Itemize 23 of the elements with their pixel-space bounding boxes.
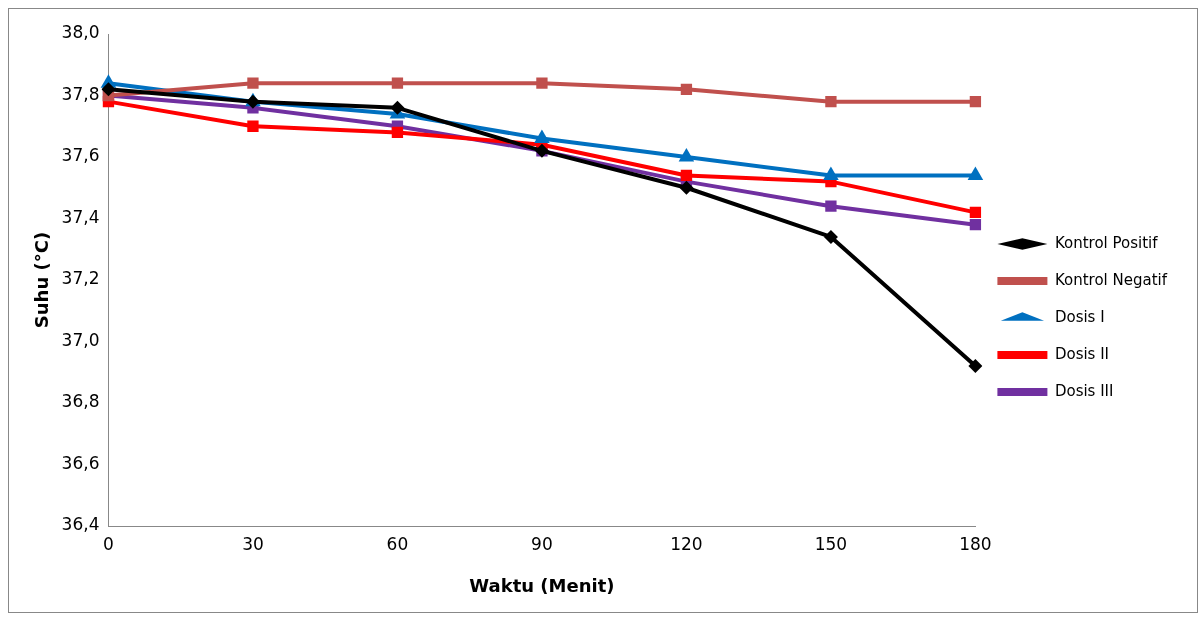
legend-label: Kontrol Positif [1054, 233, 1159, 252]
y-tick-label: 37,8 [61, 83, 100, 104]
x-tick-label: 180 [959, 533, 992, 554]
x-tick-label: 0 [103, 533, 114, 554]
x-tick-label: 60 [386, 533, 409, 554]
legend-label: Dosis III [1054, 381, 1114, 400]
x-axis-title: Waktu (Menit) [469, 574, 615, 596]
y-axis-title: Suhu (°C) [31, 231, 53, 329]
x-tick-label: 150 [814, 533, 848, 554]
y-tick-label: 38,0 [61, 22, 100, 43]
x-tick-label: 90 [531, 533, 553, 554]
y-tick-label: 36,4 [61, 514, 100, 535]
legend-label: Dosis I [1054, 307, 1105, 326]
y-tick-label: 37,2 [61, 268, 100, 289]
y-tick-label: 36,8 [61, 391, 100, 412]
y-tick-label: 36,6 [61, 452, 100, 473]
y-tick-label: 37,0 [61, 329, 100, 350]
y-tick-label: 37,6 [61, 145, 100, 166]
y-tick-label: 37,4 [61, 206, 100, 227]
legend-label: Dosis II [1054, 344, 1110, 363]
x-tick-label: 30 [242, 533, 264, 554]
x-tick-label: 120 [670, 533, 703, 554]
legend-label: Kontrol Negatif [1054, 270, 1168, 289]
